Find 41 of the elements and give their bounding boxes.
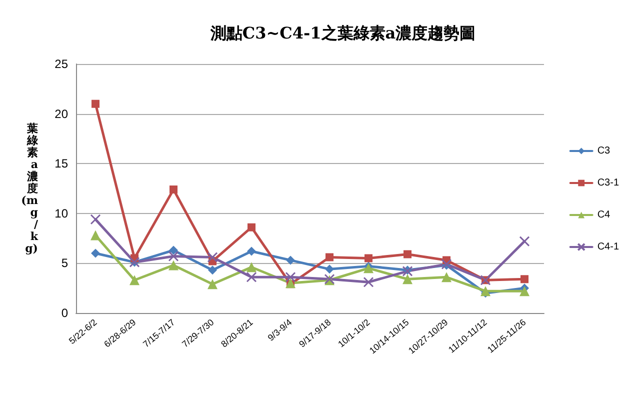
point [208, 266, 217, 275]
point [519, 236, 530, 247]
text: 葉綠素a濃度(mg/kg) [21, 122, 38, 255]
point [402, 274, 412, 284]
point [170, 185, 178, 194]
point [90, 214, 101, 225]
point [247, 246, 256, 256]
point [91, 248, 100, 258]
point [325, 264, 334, 274]
point [364, 254, 372, 262]
point [363, 276, 374, 288]
point [168, 250, 179, 262]
y-tick-label: 5 [61, 256, 68, 270]
legend-label: C4-1 [597, 242, 620, 252]
point [246, 272, 257, 282]
point [208, 279, 218, 290]
point [90, 230, 100, 240]
y-tick-label: 20 [54, 106, 68, 121]
point [520, 286, 530, 296]
point [404, 250, 412, 258]
point [326, 253, 334, 262]
point [207, 252, 218, 262]
point [442, 272, 452, 282]
point [92, 100, 100, 108]
point [130, 275, 140, 286]
point [248, 223, 256, 232]
chart-title: 測點C3~C4-1之葉綠素a濃度趨勢圖 [209, 24, 476, 42]
point [286, 256, 295, 265]
y-tick-label: 15 [54, 156, 68, 171]
y-tick-label: 10 [54, 206, 68, 220]
point [520, 275, 528, 284]
point [246, 262, 256, 272]
point [168, 260, 178, 270]
legend-label: C3-1 [597, 178, 620, 188]
legend-label: C3 [597, 146, 611, 156]
y-tick-label: 25 [54, 57, 68, 71]
point [364, 263, 374, 274]
legend-label: C4 [597, 210, 611, 220]
point [285, 272, 296, 282]
y-tick-label: 0 [61, 306, 68, 320]
point [169, 246, 178, 255]
